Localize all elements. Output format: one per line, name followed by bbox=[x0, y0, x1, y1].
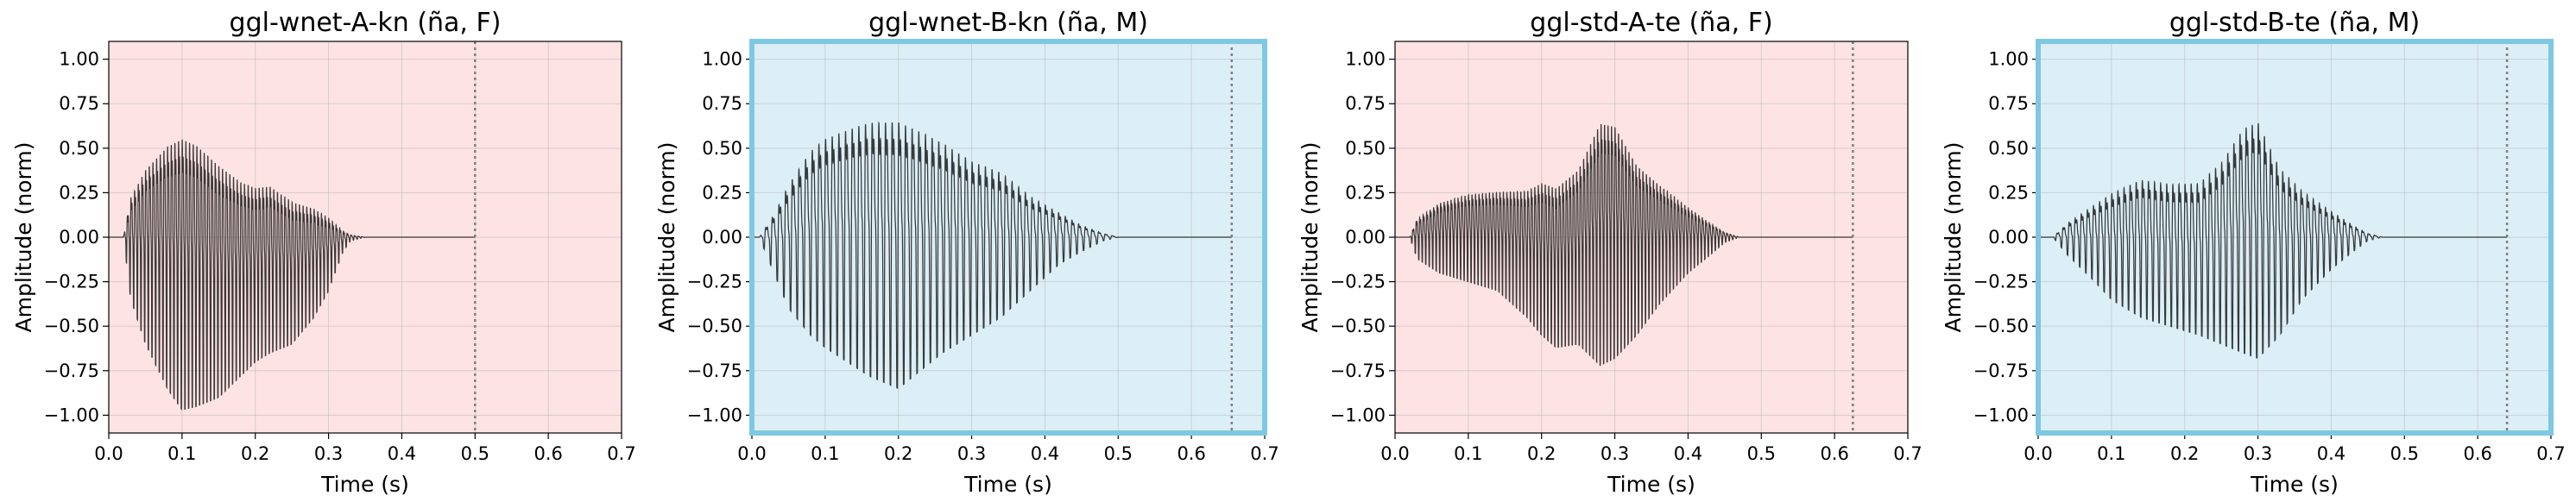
x-tick-label: 0.6 bbox=[1820, 443, 1848, 464]
y-tick-label: 0.50 bbox=[702, 138, 742, 159]
x-tick-label: 0.5 bbox=[1747, 443, 1776, 464]
y-tick-label: −1.00 bbox=[1330, 405, 1386, 425]
y-tick-label: 0.25 bbox=[1988, 182, 2029, 203]
y-tick-label: 0.00 bbox=[59, 227, 99, 248]
y-tick-label: −0.25 bbox=[687, 272, 742, 292]
y-axis-label: Amplitude (norm) bbox=[1297, 142, 1323, 333]
x-tick-label: 0.7 bbox=[2536, 443, 2565, 464]
y-axis-label: Amplitude (norm) bbox=[1941, 142, 1966, 333]
subplot-4: 0.0 0.1 0.2 0.3 0.4 0.5 0.6 0.7 1.00 0.75 0.50 0.25… bbox=[1941, 8, 2566, 497]
y-tick-label: −1.00 bbox=[44, 405, 99, 425]
y-tick-label: −0.25 bbox=[44, 272, 99, 292]
y-tick-label: 0.75 bbox=[702, 93, 742, 114]
x-tick-label: 0.2 bbox=[241, 443, 269, 464]
y-tick-label: −1.00 bbox=[687, 405, 742, 425]
y-tick-label: −0.50 bbox=[687, 316, 742, 336]
waveform-line bbox=[752, 121, 1232, 389]
x-tick-label: 0.1 bbox=[811, 443, 839, 464]
y-tick-label: 0.25 bbox=[702, 182, 742, 203]
x-tick-label: 0.5 bbox=[1104, 443, 1133, 464]
y-tick-label: 0.00 bbox=[1345, 227, 1386, 248]
y-tick-label: −0.25 bbox=[1973, 272, 2029, 292]
y-tick-label: 0.00 bbox=[702, 227, 742, 248]
x-tick-label: 0.4 bbox=[388, 443, 416, 464]
x-tick-label: 0.1 bbox=[1454, 443, 1482, 464]
x-tick-label: 0.7 bbox=[1893, 443, 1922, 464]
y-tick-label: 0.25 bbox=[1345, 182, 1386, 203]
x-tick-label: 0.0 bbox=[2024, 443, 2052, 464]
plot-frame bbox=[108, 41, 622, 434]
x-tick-label: 0.3 bbox=[957, 443, 986, 464]
x-tick-label: 0.3 bbox=[2244, 443, 2272, 464]
subplot-title: ggl-wnet-A-kn (ña, F) bbox=[230, 8, 502, 38]
subplot-2: 0.0 0.1 0.2 0.3 0.4 0.5 0.6 0.7 1.00 0.75 0.50 0.25… bbox=[654, 8, 1279, 497]
y-tick-label: 1.00 bbox=[702, 49, 742, 70]
waveform-line bbox=[1395, 123, 1853, 367]
y-tick-label: −0.50 bbox=[44, 316, 99, 336]
y-tick-label: −0.25 bbox=[1330, 272, 1386, 292]
y-tick-label: −0.50 bbox=[1973, 316, 2029, 336]
y-tick-label: 1.00 bbox=[59, 49, 99, 70]
subplot-1: 0.0 0.1 0.2 0.3 0.4 0.5 0.6 0.7 1.00 0.75 0.50 0.25… bbox=[11, 8, 636, 497]
x-tick-label: 0.2 bbox=[1527, 443, 1556, 464]
x-tick-label: 0.4 bbox=[1674, 443, 1702, 464]
subplot-title: ggl-std-A-te (ña, F) bbox=[1530, 8, 1772, 38]
y-tick-label: 0.00 bbox=[1988, 227, 2029, 248]
x-axis-label: Time (s) bbox=[963, 472, 1052, 497]
x-tick-label: 0.0 bbox=[94, 443, 123, 464]
y-tick-label: −0.50 bbox=[1330, 316, 1386, 336]
x-tick-label: 0.6 bbox=[534, 443, 562, 464]
x-tick-label: 0.0 bbox=[737, 443, 766, 464]
x-tick-label: 0.2 bbox=[2170, 443, 2199, 464]
x-tick-label: 0.4 bbox=[2317, 443, 2346, 464]
plot-frame bbox=[2036, 39, 2554, 436]
y-tick-label: 0.75 bbox=[1345, 93, 1386, 114]
subplot-3: 0.0 0.1 0.2 0.3 0.4 0.5 0.6 0.7 1.00 0.75 0.50 0.25… bbox=[1297, 8, 1923, 497]
y-tick-label: −1.00 bbox=[1973, 405, 2029, 425]
plot-frame bbox=[1394, 41, 1909, 434]
waveform-line bbox=[2038, 122, 2508, 359]
x-axis-label: Time (s) bbox=[1607, 472, 1695, 497]
x-tick-label: 0.7 bbox=[607, 443, 635, 464]
x-axis-label: Time (s) bbox=[2250, 472, 2339, 497]
y-axis-label: Amplitude (norm) bbox=[11, 142, 36, 333]
x-tick-label: 0.2 bbox=[884, 443, 912, 464]
y-tick-label: 0.50 bbox=[1988, 138, 2029, 159]
x-tick-label: 0.4 bbox=[1031, 443, 1059, 464]
x-tick-label: 0.3 bbox=[314, 443, 343, 464]
y-tick-label: −0.75 bbox=[1330, 361, 1386, 381]
y-tick-label: 0.75 bbox=[59, 93, 99, 114]
y-tick-label: −0.75 bbox=[1973, 361, 2029, 381]
y-tick-label: 0.25 bbox=[59, 182, 99, 203]
x-axis-label: Time (s) bbox=[320, 472, 409, 497]
y-tick-label: 1.00 bbox=[1988, 49, 2029, 70]
x-tick-label: 0.6 bbox=[1177, 443, 1205, 464]
y-tick-label: 0.75 bbox=[1988, 93, 2029, 114]
y-tick-label: 0.50 bbox=[1345, 138, 1386, 159]
x-tick-label: 0.1 bbox=[167, 443, 196, 464]
x-tick-label: 0.5 bbox=[2390, 443, 2419, 464]
y-tick-label: 1.00 bbox=[1345, 49, 1386, 70]
y-tick-label: 0.50 bbox=[59, 138, 99, 159]
x-tick-label: 0.6 bbox=[2463, 443, 2491, 464]
x-tick-label: 0.1 bbox=[2097, 443, 2125, 464]
subplot-title: ggl-std-B-te (ña, M) bbox=[2169, 8, 2420, 38]
subplot-title: ggl-wnet-B-kn (ña, M) bbox=[868, 8, 1148, 38]
x-tick-label: 0.5 bbox=[461, 443, 489, 464]
x-tick-label: 0.7 bbox=[1250, 443, 1279, 464]
y-tick-label: −0.75 bbox=[687, 361, 742, 381]
y-axis-label: Amplitude (norm) bbox=[654, 142, 679, 333]
waveform-line bbox=[109, 139, 476, 411]
x-tick-label: 0.3 bbox=[1601, 443, 1629, 464]
plot-frame bbox=[749, 39, 1267, 436]
y-tick-label: −0.75 bbox=[44, 361, 99, 381]
x-tick-label: 0.0 bbox=[1380, 443, 1409, 464]
